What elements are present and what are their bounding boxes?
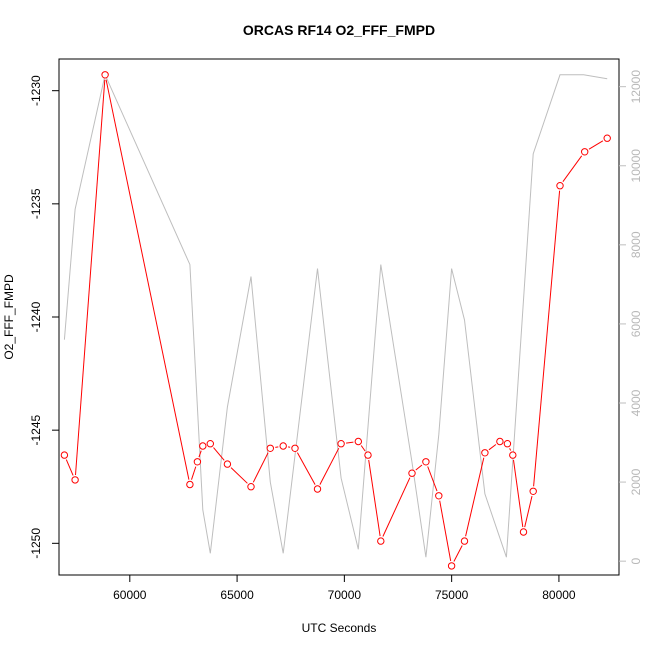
primary-data-point-29 bbox=[581, 148, 589, 156]
y-tick-label--1240: -1240 bbox=[29, 301, 43, 332]
x-tick-label-70000: 70000 bbox=[328, 588, 362, 602]
x-axis-label: UTC Seconds bbox=[302, 621, 377, 635]
chart-title: ORCAS RF14 O2_FFF_FMPD bbox=[243, 22, 435, 38]
primary-series-segment bbox=[588, 140, 604, 150]
primary-series-segment bbox=[382, 477, 411, 537]
primary-data-point-1 bbox=[71, 476, 79, 484]
primary-series-segment bbox=[213, 447, 225, 461]
primary-data-point-30 bbox=[603, 134, 611, 142]
primary-data-point-14 bbox=[354, 437, 362, 446]
primary-data-point-20 bbox=[447, 562, 456, 570]
primary-data-point-5 bbox=[199, 442, 207, 450]
primary-data-point-3 bbox=[186, 480, 194, 489]
primary-series-segment bbox=[509, 448, 512, 451]
y-tick-label--1250: -1250 bbox=[29, 528, 43, 559]
primary-data-point-27 bbox=[529, 487, 537, 495]
primary-data-point-7 bbox=[223, 460, 232, 468]
primary-series-segment bbox=[198, 450, 202, 458]
primary-data-point-8 bbox=[247, 483, 255, 491]
primary-series-segment bbox=[368, 459, 381, 537]
primary-series-segment bbox=[488, 444, 497, 451]
x-tick-label-75000: 75000 bbox=[435, 588, 469, 602]
y2-tick-label-4000: 4000 bbox=[629, 389, 643, 416]
primary-data-point-6 bbox=[206, 440, 215, 448]
secondary-series-line bbox=[63, 73, 608, 558]
primary-data-point-19 bbox=[435, 492, 443, 500]
primary-series-segment bbox=[191, 466, 197, 480]
primary-series-segment bbox=[296, 452, 316, 485]
primary-series-segment bbox=[360, 445, 366, 452]
x-tick-label-60000: 60000 bbox=[113, 588, 147, 602]
primary-data-point-12 bbox=[313, 485, 322, 493]
y-axis-label: O2_FFF_FMPD bbox=[2, 274, 16, 360]
primary-data-point-25 bbox=[509, 451, 517, 459]
y-tick-label--1245: -1245 bbox=[29, 414, 43, 445]
primary-data-point-21 bbox=[460, 537, 469, 545]
primary-series-segment bbox=[319, 447, 340, 485]
primary-series-segment bbox=[415, 464, 423, 471]
primary-data-point-16 bbox=[377, 537, 385, 545]
primary-data-point-15 bbox=[364, 451, 372, 459]
y2-tick-label-2000: 2000 bbox=[629, 468, 643, 495]
primary-series-segment bbox=[275, 446, 279, 448]
primary-data-point-17 bbox=[408, 469, 416, 477]
y-tick-label--1230: -1230 bbox=[29, 75, 43, 106]
primary-data-point-23 bbox=[496, 437, 504, 446]
primary-series-segment bbox=[75, 79, 106, 476]
primary-data-point-28 bbox=[556, 182, 564, 190]
y2-tick-label-8000: 8000 bbox=[629, 231, 643, 258]
primary-series-segment bbox=[562, 155, 583, 182]
y2-tick-label-12000: 12000 bbox=[629, 70, 643, 104]
primary-data-point-11 bbox=[291, 444, 299, 452]
primary-data-point-0 bbox=[60, 451, 69, 459]
primary-data-point-13 bbox=[337, 440, 345, 448]
primary-series-segment bbox=[465, 457, 485, 537]
primary-series-segment bbox=[252, 452, 269, 483]
primary-series-segment bbox=[230, 467, 248, 484]
primary-series-segment bbox=[533, 190, 561, 487]
plot-area: 60000 65000 70000 75000 80000-1230-1235-1240… bbox=[29, 58, 643, 602]
primary-data-point-10 bbox=[279, 442, 287, 450]
primary-series-segment bbox=[346, 441, 354, 444]
y2-tick-label-10000: 10000 bbox=[629, 149, 643, 183]
primary-series-segment bbox=[439, 500, 452, 562]
primary-data-point-18 bbox=[422, 458, 430, 466]
primary-data-point-26 bbox=[519, 528, 528, 536]
primary-data-point-2 bbox=[101, 71, 109, 79]
y-tick-label--1235: -1235 bbox=[29, 188, 43, 219]
x-tick-label-65000: 65000 bbox=[220, 588, 254, 602]
primary-series-segment bbox=[65, 459, 74, 476]
primary-series-segment bbox=[453, 545, 463, 562]
primary-data-point-4 bbox=[193, 458, 202, 466]
primary-series-segment bbox=[524, 495, 533, 528]
primary-series-segment bbox=[105, 79, 190, 480]
primary-series-segment bbox=[513, 459, 524, 528]
primary-series-segment bbox=[427, 466, 438, 492]
x-tick-label-80000: 80000 bbox=[542, 588, 576, 602]
primary-data-point-24 bbox=[503, 440, 512, 448]
primary-data-point-9 bbox=[266, 444, 274, 452]
primary-data-point-22 bbox=[481, 449, 489, 457]
y2-tick-label-6000: 6000 bbox=[629, 310, 643, 337]
y2-tick-label-0: 0 bbox=[629, 558, 643, 565]
